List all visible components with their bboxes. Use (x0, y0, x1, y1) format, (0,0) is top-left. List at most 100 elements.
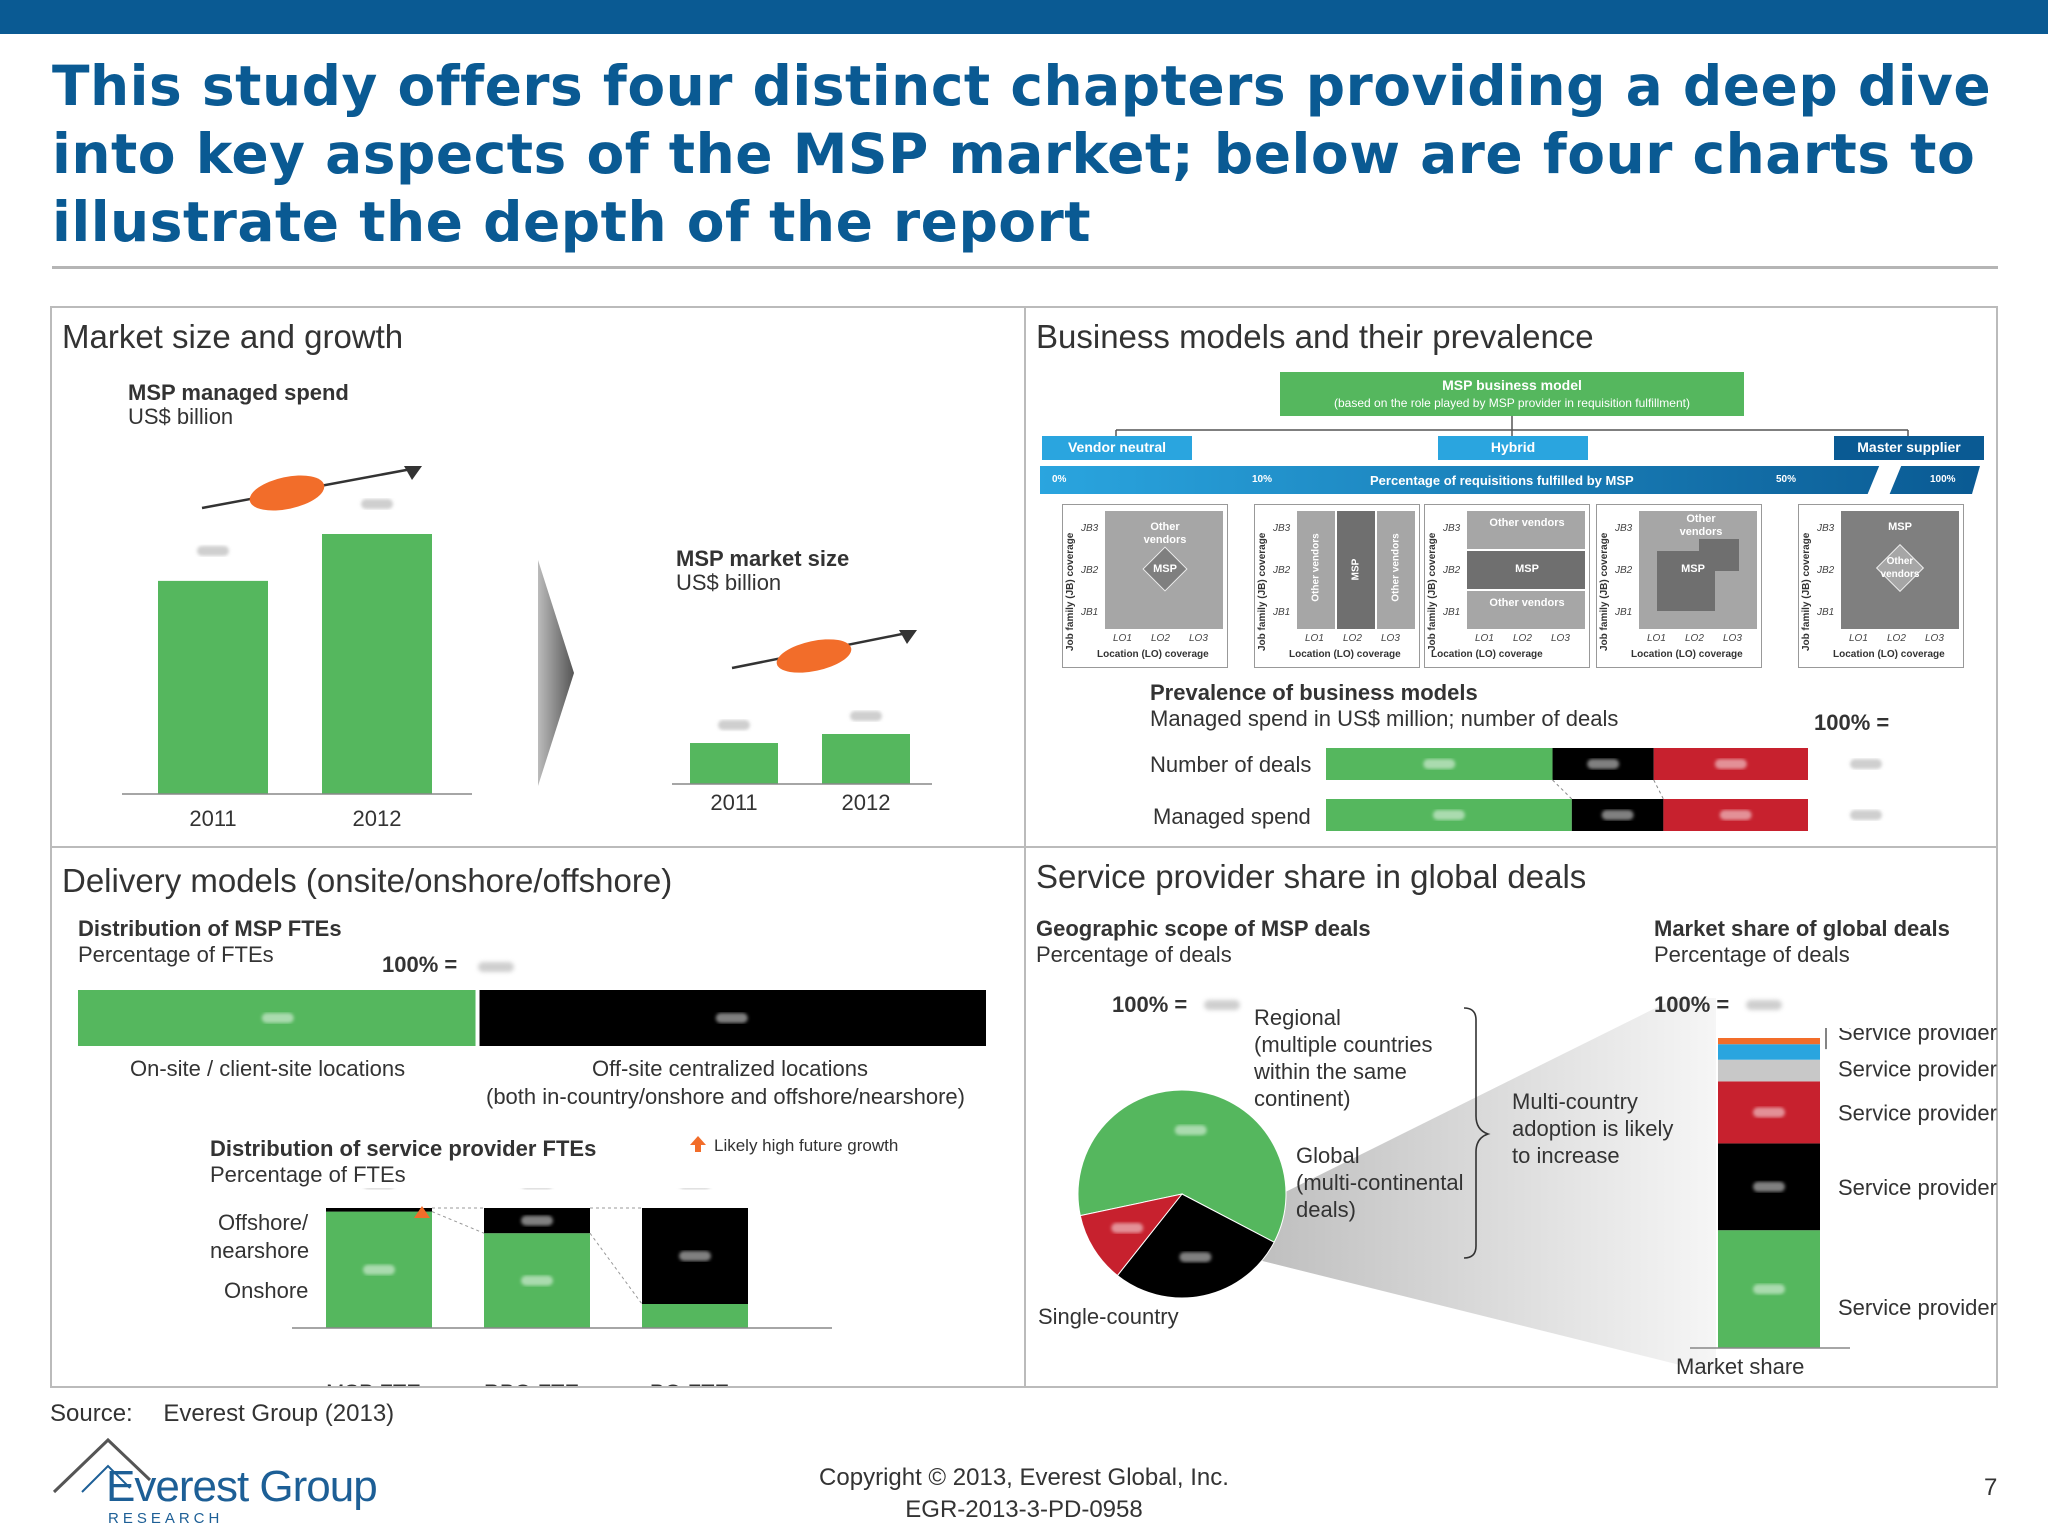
tick-label-2012: 2012 (353, 806, 402, 831)
value-label-2011 (197, 545, 229, 556)
offshore-label-2: nearshore (210, 1238, 310, 1263)
row-total-1 (1850, 810, 1882, 820)
panel-title: Business models and their prevalence (1036, 318, 1594, 355)
source-label: Source: (50, 1400, 133, 1427)
title-divider (52, 266, 1998, 269)
connector-line (431, 1211, 485, 1234)
pct-0-label: 0% (1052, 474, 1067, 485)
mountain-logo-icon (52, 1437, 152, 1494)
lo-axis-label: Location (LO) coverage (1097, 649, 1209, 660)
spend-bar-chart: 2011 2012 (122, 499, 472, 831)
bar-2012 (322, 534, 432, 794)
pie-value-Single-country (1174, 1125, 1207, 1136)
msp-fte-bar (78, 990, 986, 1046)
fte-value-1 (715, 1013, 748, 1023)
row-total-0 (1850, 759, 1882, 769)
panel-title: Service provider share in global deals (1036, 858, 1587, 895)
panel-delivery-models: Delivery models (onsite/onshore/offshore… (50, 846, 1026, 1388)
model-header-sub: (based on the role played by MSP provide… (1334, 396, 1690, 410)
tick-label-2012: 2012 (842, 790, 891, 815)
pct-100-label: 100% (1930, 474, 1956, 485)
others-pointer-line (1825, 1028, 1827, 1050)
page-number: 7 (1984, 1474, 1998, 1501)
regional-label: Regional (multiple countries within the sa… (1254, 1005, 1433, 1111)
segment-value-1-1 (1601, 810, 1634, 820)
pie-slice-Global (1079, 1193, 1184, 1277)
legend-label-Service provider C: Service provider C (1838, 1100, 1998, 1125)
master-supplier-box: Master supplier (1834, 436, 1984, 460)
zoom-funnel (1080, 998, 1716, 1374)
legend-label-Service provider D: Service provider D (1838, 1057, 1998, 1082)
offshore-value-RPO FTEs (521, 1215, 553, 1226)
panel-title: Market size and growth (62, 318, 404, 355)
sp-fte-title: Distribution of service provider FTEs (210, 1136, 597, 1161)
pie-slice-Single-country (1077, 1089, 1287, 1243)
segment-value-1-2 (1719, 810, 1752, 820)
growth-arrow-icon (731, 630, 917, 673)
requisition-percentage-band (1040, 464, 1980, 498)
connector-line (1653, 779, 1664, 800)
bar-2011 (690, 743, 778, 784)
ms-title: Market share of global deals (1654, 916, 1950, 941)
prevalence-total-label: 100% = (1814, 710, 1890, 735)
msp-fte-sub: Percentage of FTEs (78, 942, 274, 967)
share-value-Service provider C (1753, 1107, 1785, 1118)
chevron-right-icon (538, 560, 574, 786)
prevalence-sub: Managed spend in US$ million; number of … (1150, 706, 1619, 731)
model-diagram-hybrid-2: Job family (JB) coverage JB3 JB2 JB1 Oth… (1424, 504, 1590, 668)
row-label-spend: Managed spend (1153, 804, 1311, 829)
tick-label-2011: 2011 (189, 806, 236, 831)
offsite-label-2: (both in-country/onshore and offshore/ne… (486, 1084, 965, 1109)
spend-chart-unit: US$ billion (128, 404, 234, 429)
source-text: Everest Group (2013) (163, 1400, 395, 1427)
geo-title: Geographic scope of MSP deals (1036, 916, 1371, 941)
global-label: Global (multi-continental deals) (1296, 1143, 1464, 1222)
fte-value-0 (261, 1013, 294, 1023)
share-segment-Others (1718, 1038, 1820, 1045)
ms-sub: Percentage of deals (1654, 942, 1850, 967)
msp-business-model-header: MSP business model (based on the role pl… (1280, 372, 1744, 416)
market-share-stacked-bar: Service provider A Service provider B Serv… (1690, 1028, 1998, 1349)
connector-line (1552, 779, 1573, 800)
segment-value-1-0 (1432, 810, 1465, 820)
single-country-label: Single-country (1038, 1304, 1179, 1329)
ms-total: 100% = (1654, 992, 1730, 1017)
bar-2011 (158, 580, 268, 794)
panel-provider-share: Service provider share in global deals G… (1024, 846, 1998, 1388)
msp-fte-total: 100% = (382, 952, 458, 977)
prevalence-stacked-bar (1326, 748, 1882, 831)
copyright-block: Copyright © 2013, Everest Global, Inc. E… (0, 1462, 2048, 1526)
growth-up-arrow-icon (414, 1206, 430, 1218)
segment-value-0-2 (1714, 759, 1747, 769)
growth-arrow-icon (201, 466, 422, 511)
onshore-value-RPO FTEs (521, 1275, 553, 1286)
market-share-label: Market share (1676, 1354, 1805, 1379)
share-value-Service provider B (1753, 1181, 1785, 1192)
company-logo: Everest Group (106, 1462, 378, 1511)
onshore-value-MSP FTEs (363, 1264, 395, 1275)
segment-value-0-1 (1587, 759, 1620, 769)
legend-label-Service provider B: Service provider B (1838, 1175, 1998, 1200)
onsite-label: On-site / client-site locations (130, 1056, 406, 1081)
growth-legend-label: Likely high future growth (714, 1136, 899, 1155)
model-header-label: MSP business model (1442, 377, 1582, 393)
vendor-neutral-box: Vendor neutral (1042, 436, 1192, 460)
growth-up-arrow-icon (690, 1136, 706, 1152)
prevalence-title: Prevalence of business models (1150, 680, 1478, 705)
pie-value-Regional (1179, 1252, 1212, 1263)
market-chart-unit: US$ billion (676, 570, 782, 595)
bracket-brace (1463, 1007, 1491, 1259)
tick-label-MSP FTEs: MSP FTEs (326, 1380, 432, 1386)
geo-sub: Percentage of deals (1036, 942, 1232, 967)
model-diagram-vendor-neutral: Job family (JB) coverage JB3 JB2 JB1 Oth… (1062, 504, 1228, 668)
company-logo-sub: RESEARCH (108, 1510, 224, 1527)
share-segment-Service provider E (1718, 1044, 1820, 1060)
legend-label-Service provider E: Service provider E (1838, 1028, 1998, 1045)
onshore-label: Onshore (224, 1278, 309, 1303)
geo-scope-pie (1077, 998, 1716, 1374)
segment-value-0-0 (1423, 759, 1456, 769)
msp-label: MSP (1153, 563, 1177, 575)
market-bar-chart: 2011 2012 (672, 711, 932, 815)
sp-fte-stacked-chart: MSP FTEs RPO FTEs PO FTEs (292, 1188, 832, 1386)
tick-label-2011: 2011 (710, 790, 757, 815)
